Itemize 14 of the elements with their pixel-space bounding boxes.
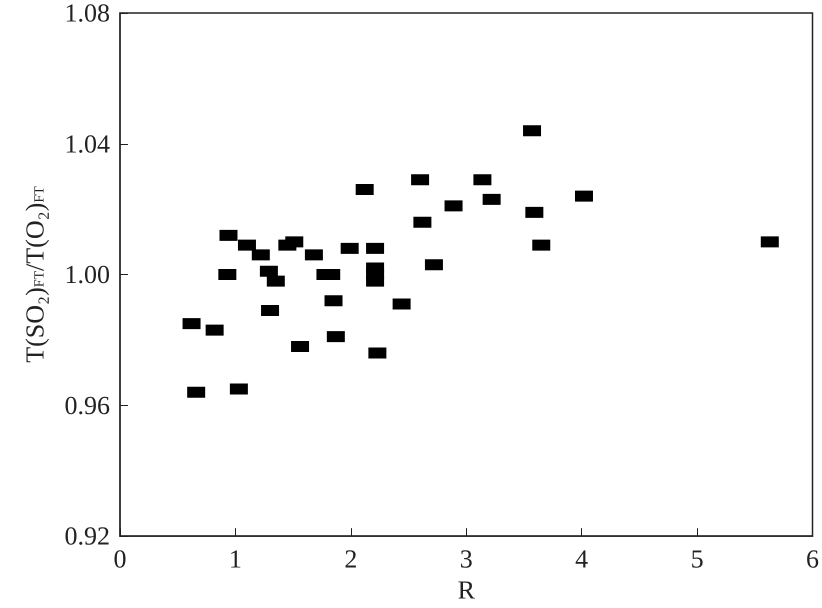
x-tick-label: 5 [690, 544, 704, 574]
x-tick-label: 4 [575, 544, 588, 574]
x-tick-label: 3 [460, 544, 473, 574]
x-axis-title: R [458, 576, 476, 604]
y-axis-title: T(SO₂)FT/T(O₂)FT [20, 186, 50, 363]
y-tick-label: 1.08 [64, 0, 110, 28]
y-tick-label: 1.00 [64, 260, 110, 290]
y-tick-label: 0.92 [64, 522, 110, 551]
x-tick-label: 0 [114, 544, 126, 574]
x-tick-label: 2 [344, 544, 358, 574]
y-tick-label: 0.96 [64, 390, 110, 420]
x-tick-label: 1 [228, 544, 242, 574]
y-tick-label: 1.04 [64, 129, 110, 158]
x-tick-label: 6 [806, 544, 819, 574]
